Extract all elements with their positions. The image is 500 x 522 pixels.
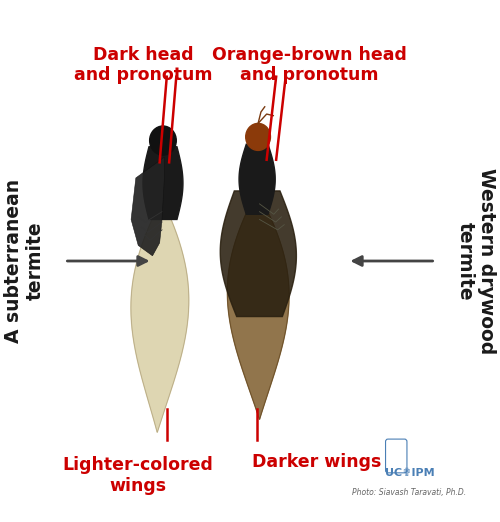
- Polygon shape: [143, 147, 183, 219]
- Text: Lighter-colored
wings: Lighter-colored wings: [63, 456, 214, 494]
- Text: Photo: Siavash Taravati, Ph.D.: Photo: Siavash Taravati, Ph.D.: [352, 488, 467, 496]
- Text: Orange-brown head
and pronotum: Orange-brown head and pronotum: [212, 45, 407, 85]
- Polygon shape: [239, 144, 275, 214]
- Text: A subterranean
termite: A subterranean termite: [4, 179, 44, 343]
- Polygon shape: [228, 191, 289, 419]
- Polygon shape: [131, 199, 189, 432]
- Circle shape: [150, 126, 176, 155]
- Text: Dark head
and pronotum: Dark head and pronotum: [74, 45, 212, 85]
- Circle shape: [246, 123, 270, 150]
- Text: Western drywood
termite: Western drywood termite: [456, 168, 496, 354]
- Polygon shape: [131, 157, 164, 256]
- Text: Darker wings: Darker wings: [252, 453, 382, 471]
- Polygon shape: [220, 191, 296, 316]
- Text: UC✟IPM: UC✟IPM: [384, 468, 434, 478]
